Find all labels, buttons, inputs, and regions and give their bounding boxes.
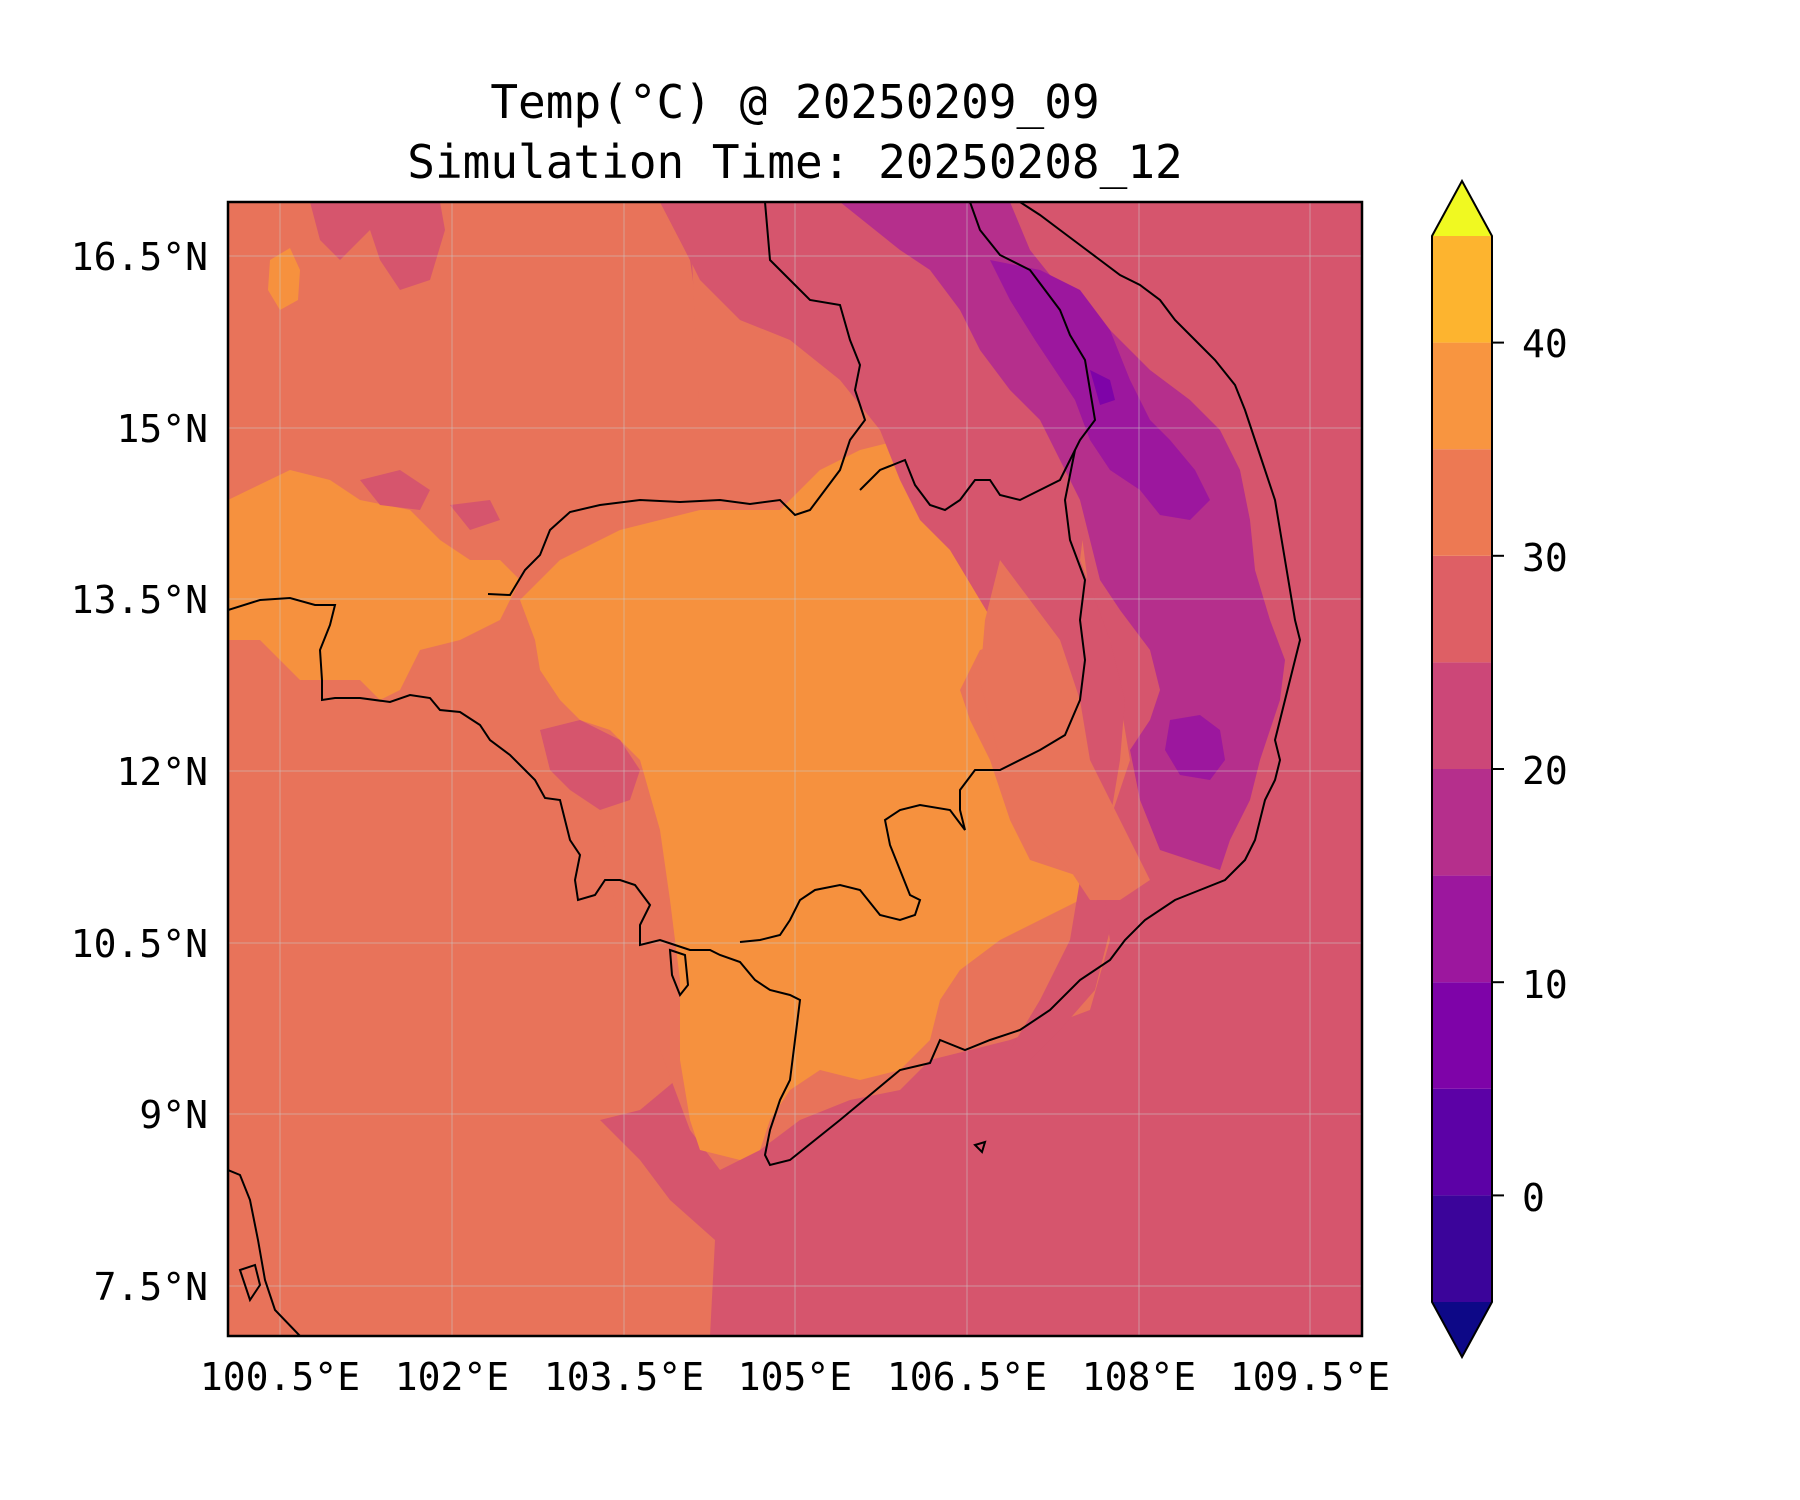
- field-20-25-north: [660, 202, 1125, 1060]
- longitude-labels: 100.5°E 102°E 103.5°E 105°E 106.5°E 108°…: [200, 1355, 1390, 1399]
- latitude-labels: 16.5°N 15°N 13.5°N 12°N 10.5°N 9°N 7.5°N: [71, 235, 208, 1309]
- lon-label-0: 100.5°E: [200, 1355, 360, 1399]
- island-2: [668, 948, 690, 997]
- colorbar-ticks: 0 10 20 30 40: [1522, 322, 1568, 1220]
- field-5-10-spot: [1090, 370, 1115, 405]
- map-frame: [226, 200, 1364, 1338]
- coastlines-borders: [228, 202, 1302, 1336]
- border-cambodia-vietnam: [739, 449, 1087, 943]
- colorbar-band-10-15: [1432, 875, 1492, 983]
- field-25-30-eastcoast: [980, 560, 1150, 900]
- map-title: Temp(°C) @ 20250209_09: [490, 75, 1100, 129]
- colorbar-band--5-0: [1432, 1195, 1492, 1302]
- colorbar-band-35-40: [1432, 342, 1492, 450]
- colorbar-band-30-35: [1432, 449, 1492, 556]
- border-cambodia-laos-vietnam: [859, 202, 1097, 512]
- field-20-25-west-patch: [540, 720, 640, 810]
- colorbar-band-40-45: [1432, 236, 1492, 343]
- lat-label-4: 10.5°N: [71, 922, 208, 966]
- colorbar-label-40: 40: [1522, 322, 1568, 366]
- colorbar: [1431, 178, 1504, 1360]
- colorbar-band-25-30: [1432, 555, 1492, 663]
- graticule: [228, 202, 1362, 1336]
- colorbar-extend-max: [1432, 181, 1492, 236]
- field-30-35-west: [228, 470, 520, 700]
- lon-label-6: 109.5°E: [1230, 1355, 1390, 1399]
- lat-label-1: 15°N: [116, 407, 208, 451]
- lat-label-0: 16.5°N: [71, 235, 208, 279]
- field-10-15-south: [1165, 715, 1225, 780]
- colorbar-extend-min: [1432, 1302, 1492, 1357]
- island-1: [238, 1263, 262, 1303]
- colorbar-label-0: 0: [1522, 1176, 1545, 1220]
- colorbar-outline: [1431, 178, 1493, 1360]
- map-subtitle: Simulation Time: 20250208_12: [407, 135, 1183, 189]
- colorbar-band-5-10: [1432, 982, 1492, 1089]
- lon-label-1: 102°E: [395, 1355, 509, 1399]
- colorbar-band-0-5: [1432, 1088, 1492, 1196]
- field-30-35-central: [520, 440, 1090, 1160]
- lon-label-2: 103.5°E: [544, 1355, 704, 1399]
- colorbar-band-20-25: [1432, 662, 1492, 769]
- island-3: [973, 1140, 987, 1154]
- field-15-20-highlands: [840, 202, 1285, 870]
- lat-label-5: 9°N: [139, 1093, 208, 1137]
- coastline-thailand-west: [228, 1169, 301, 1336]
- lon-label-5: 108°E: [1082, 1355, 1196, 1399]
- field-30-35-north-spot: [268, 248, 300, 310]
- lat-label-3: 12°N: [116, 750, 208, 794]
- lat-label-2: 13.5°N: [71, 578, 208, 622]
- border-thailand-cambodia: [487, 202, 867, 597]
- lat-label-6: 7.5°N: [94, 1265, 208, 1309]
- lon-label-3: 105°E: [738, 1355, 852, 1399]
- colorbar-band-15-20: [1432, 769, 1492, 876]
- field-20-25-northwest: [310, 202, 445, 290]
- field-20-25-band: [360, 470, 500, 530]
- colorbar-label-10: 10: [1522, 963, 1568, 1007]
- colorbar-label-20: 20: [1522, 749, 1568, 793]
- coastline-mainland: [228, 202, 1302, 1167]
- lon-label-4: 106.5°E: [887, 1355, 1047, 1399]
- colorbar-label-30: 30: [1522, 536, 1568, 580]
- temperature-map: [228, 202, 1362, 1336]
